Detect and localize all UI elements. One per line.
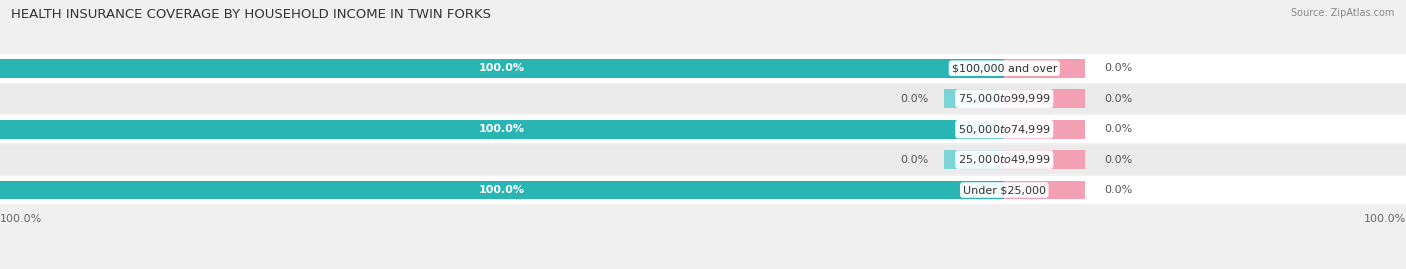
Text: $75,000 to $99,999: $75,000 to $99,999 xyxy=(957,92,1050,105)
Text: 0.0%: 0.0% xyxy=(1105,124,1133,134)
Text: 0.0%: 0.0% xyxy=(901,94,929,104)
Text: 0.0%: 0.0% xyxy=(1105,63,1133,73)
Text: 0.0%: 0.0% xyxy=(901,155,929,165)
Bar xyxy=(1004,59,1084,78)
Text: Under $25,000: Under $25,000 xyxy=(963,185,1046,195)
Text: 0.0%: 0.0% xyxy=(1105,155,1133,165)
Bar xyxy=(1004,150,1084,169)
Text: 100.0%: 100.0% xyxy=(1364,214,1406,224)
Text: 100.0%: 100.0% xyxy=(479,124,526,134)
Text: HEALTH INSURANCE COVERAGE BY HOUSEHOLD INCOME IN TWIN FORKS: HEALTH INSURANCE COVERAGE BY HOUSEHOLD I… xyxy=(11,8,491,21)
Bar xyxy=(943,89,1004,108)
Bar xyxy=(0,176,1406,204)
Bar xyxy=(0,145,1406,174)
Text: 0.0%: 0.0% xyxy=(1105,94,1133,104)
Bar xyxy=(1004,120,1084,139)
Bar xyxy=(1004,89,1084,108)
Bar xyxy=(943,150,1004,169)
Text: $25,000 to $49,999: $25,000 to $49,999 xyxy=(957,153,1050,166)
Bar xyxy=(0,54,1406,83)
Bar xyxy=(0,84,1406,113)
Text: 100.0%: 100.0% xyxy=(0,214,42,224)
Text: $50,000 to $74,999: $50,000 to $74,999 xyxy=(957,123,1050,136)
Bar xyxy=(0,120,1004,139)
Text: 100.0%: 100.0% xyxy=(479,185,526,195)
Bar xyxy=(0,115,1406,143)
Text: 0.0%: 0.0% xyxy=(1105,185,1133,195)
Bar xyxy=(0,180,1004,200)
Text: Source: ZipAtlas.com: Source: ZipAtlas.com xyxy=(1291,8,1395,18)
Text: $100,000 and over: $100,000 and over xyxy=(952,63,1057,73)
Text: 100.0%: 100.0% xyxy=(479,63,526,73)
Bar xyxy=(1004,180,1084,200)
Bar xyxy=(0,59,1004,78)
